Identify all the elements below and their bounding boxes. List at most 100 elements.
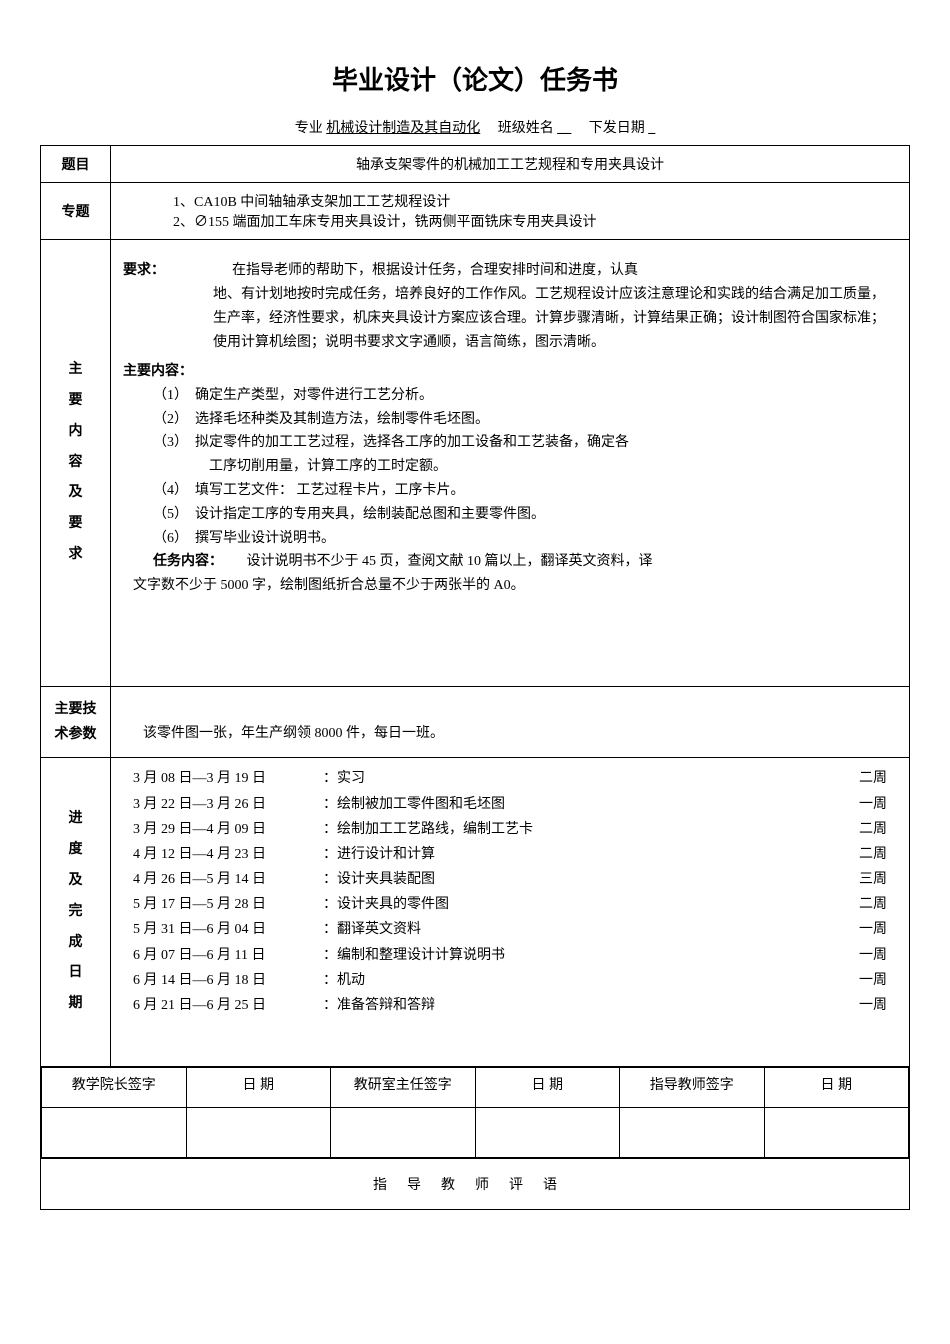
schedule-date: 6 月 14 日—6 月 18 日 <box>133 968 313 993</box>
task-text-cont: 文字数不少于 5000 字，绘制图纸折合总量不少于两张半的 A0。 <box>123 574 897 598</box>
parameters-label: 主要技术参数 <box>41 686 111 757</box>
schedule-task: ：实习 <box>313 766 837 791</box>
schedule-item: 6 月 14 日—6 月 18 日：机动一周 <box>123 968 897 993</box>
req-text-cont: 地、有计划地按时完成任务，培养良好的工作作风。工艺规程设计应该注意理论和实践的结… <box>123 283 897 354</box>
schedule-task: ：机动 <box>313 968 837 993</box>
schedule-item: 4 月 26 日—5 月 14 日：设计夹具装配图三周 <box>123 867 897 892</box>
subtopic-label: 专题 <box>41 183 111 240</box>
list-item: （5） 设计指定工序的专用夹具，绘制装配总图和主要零件图。 <box>153 503 897 527</box>
task-block: 任务内容： 设计说明书不少于 45 页，查阅文献 10 篇以上，翻译英文资料，译 <box>123 550 897 574</box>
schedule-duration: 二周 <box>837 892 887 917</box>
list-item: （1） 确定生产类型，对零件进行工艺分析。 <box>153 384 897 408</box>
list-item: （2） 选择毛坯种类及其制造方法，绘制零件毛坯图。 <box>153 408 897 432</box>
schedule-item: 3 月 22 日—3 月 26 日：绘制被加工零件图和毛坯图一周 <box>123 792 897 817</box>
schedule-task: ：绘制加工工艺路线，编制工艺卡 <box>313 817 837 842</box>
list-item: （4） 填写工艺文件： 工艺过程卡片，工序卡片。 <box>153 479 897 503</box>
schedule-duration: 一周 <box>837 968 887 993</box>
schedule-date: 4 月 12 日—4 月 23 日 <box>133 842 313 867</box>
schedule-duration: 一周 <box>837 792 887 817</box>
schedule-date: 5 月 31 日—6 月 04 日 <box>133 917 313 942</box>
sign-advisor-value <box>620 1108 765 1158</box>
topic-row: 题目 轴承支架零件的机械加工工艺规程和专用夹具设计 <box>41 146 910 183</box>
schedule-list: 3 月 08 日—3 月 19 日：实习二周3 月 22 日—3 月 26 日：… <box>123 766 897 1018</box>
date-label: 下发日期 <box>589 121 645 136</box>
schedule-item: 3 月 29 日—4 月 09 日：绘制加工工艺路线，编制工艺卡二周 <box>123 817 897 842</box>
schedule-date: 6 月 21 日—6 月 25 日 <box>133 993 313 1018</box>
topic-value: 轴承支架零件的机械加工工艺规程和专用夹具设计 <box>111 146 910 183</box>
requirement-block: 要求： 在指导老师的帮助下，根据设计任务，合理安排时间和进度，认真 <box>123 258 897 283</box>
list-item: （6） 撰写毕业设计说明书。 <box>153 527 897 551</box>
schedule-item: 4 月 12 日—4 月 23 日：进行设计和计算二周 <box>123 842 897 867</box>
sign-date2-value <box>475 1108 620 1158</box>
schedule-content: 3 月 08 日—3 月 19 日：实习二周3 月 22 日—3 月 26 日：… <box>111 758 910 1067</box>
schedule-date: 3 月 29 日—4 月 09 日 <box>133 817 313 842</box>
sign-dean-value <box>42 1108 187 1158</box>
schedule-item: 6 月 21 日—6 月 25 日：准备答辩和答辩一周 <box>123 993 897 1018</box>
schedule-task: ：准备答辩和答辩 <box>313 993 837 1018</box>
sign-date1-label: 日 期 <box>186 1068 331 1108</box>
comment-title-row: 指导教师评语 <box>41 1159 910 1210</box>
content-heading: 主要内容： <box>123 364 193 379</box>
requirements-content: 要求： 在指导老师的帮助下，根据设计任务，合理安排时间和进度，认真 地、有计划地… <box>111 240 910 687</box>
main-table: 题目 轴承支架零件的机械加工工艺规程和专用夹具设计 专题 1、CA10B 中间轴… <box>40 145 910 1210</box>
comment-title: 指导教师评语 <box>41 1159 910 1210</box>
schedule-task: ：进行设计和计算 <box>313 842 837 867</box>
parameters-text: 该零件图一张，年生产纲领 8000 件，每日一班。 <box>123 726 444 741</box>
schedule-item: 5 月 31 日—6 月 04 日：翻译英文资料一周 <box>123 917 897 942</box>
content-list: （1） 确定生产类型，对零件进行工艺分析。 （2） 选择毛坯种类及其制造方法，绘… <box>123 384 897 551</box>
subtopic-content: 1、CA10B 中间轴轴承支架加工工艺规程设计 2、∅155 端面加工车床专用夹… <box>111 183 910 240</box>
document-title: 毕业设计（论文）任务书 <box>40 60 910 97</box>
subtopic-line1: 1、CA10B 中间轴轴承支架加工工艺规程设计 <box>123 191 897 211</box>
schedule-date: 5 月 17 日—5 月 28 日 <box>133 892 313 917</box>
sign-dean-label: 教学院长签字 <box>42 1068 187 1108</box>
sign-office-label: 教研室主任签字 <box>331 1068 476 1108</box>
req-heading: 要求： <box>123 263 165 278</box>
schedule-item: 6 月 07 日—6 月 11 日：编制和整理设计计算说明书一周 <box>123 943 897 968</box>
class-label: 班级姓名 <box>498 121 554 136</box>
sign-date3-label: 日 期 <box>764 1068 909 1108</box>
schedule-task: ：绘制被加工零件图和毛坯图 <box>313 792 837 817</box>
schedule-duration: 二周 <box>837 842 887 867</box>
req-text-start: 在指导老师的帮助下，根据设计任务，合理安排时间和进度，认真 <box>232 263 638 278</box>
schedule-date: 4 月 26 日—5 月 14 日 <box>133 867 313 892</box>
schedule-duration: 三周 <box>837 867 887 892</box>
schedule-duration: 一周 <box>837 917 887 942</box>
sign-date3-value <box>764 1108 909 1158</box>
task-text-start: 设计说明书不少于 45 页，查阅文献 10 篇以上，翻译英文资料，译 <box>227 554 653 569</box>
sign-advisor-label: 指导教师签字 <box>620 1068 765 1108</box>
schedule-label: 进度及完成日期 <box>41 758 111 1067</box>
list-item: （3） 拟定零件的加工工艺过程，选择各工序的加工设备和工艺装备，确定各 <box>153 431 897 455</box>
parameters-content: 该零件图一张，年生产纲领 8000 件，每日一班。 <box>111 686 910 757</box>
schedule-task: ：编制和整理设计计算说明书 <box>313 943 837 968</box>
schedule-duration: 一周 <box>837 943 887 968</box>
schedule-task: ：翻译英文资料 <box>313 917 837 942</box>
schedule-duration: 二周 <box>837 766 887 791</box>
schedule-date: 6 月 07 日—6 月 11 日 <box>133 943 313 968</box>
schedule-item: 3 月 08 日—3 月 19 日：实习二周 <box>123 766 897 791</box>
schedule-item: 5 月 17 日—5 月 28 日：设计夹具的零件图二周 <box>123 892 897 917</box>
task-heading: 任务内容： <box>133 554 223 569</box>
schedule-task: ：设计夹具的零件图 <box>313 892 837 917</box>
class-value: __ <box>557 121 571 136</box>
subtopic-line2: 2、∅155 端面加工车床专用夹具设计，铣两侧平面铣床专用夹具设计 <box>123 211 897 231</box>
schedule-date: 3 月 22 日—3 月 26 日 <box>133 792 313 817</box>
major-value: 机械设计制造及其自动化 <box>326 121 480 136</box>
header-line: 专业 机械设计制造及其自动化 班级姓名 __ 下发日期 _ <box>40 117 910 137</box>
topic-label: 题目 <box>41 146 111 183</box>
major-label: 专业 <box>295 121 323 136</box>
requirements-label: 主要内容及要求 <box>41 240 111 687</box>
schedule-task: ：设计夹具装配图 <box>313 867 837 892</box>
sign-office-value <box>331 1108 476 1158</box>
schedule-duration: 二周 <box>837 817 887 842</box>
requirements-row: 主要内容及要求 要求： 在指导老师的帮助下，根据设计任务，合理安排时间和进度，认… <box>41 240 910 687</box>
content-heading-block: 主要内容： <box>123 359 897 384</box>
signature-empty-row <box>42 1108 909 1158</box>
schedule-date: 3 月 08 日—3 月 19 日 <box>133 766 313 791</box>
signature-table: 教学院长签字 日 期 教研室主任签字 日 期 指导教师签字 日 期 <box>41 1067 909 1158</box>
parameters-row: 主要技术参数 该零件图一张，年生产纲领 8000 件，每日一班。 <box>41 686 910 757</box>
sign-date2-label: 日 期 <box>475 1068 620 1108</box>
subtopic-row: 专题 1、CA10B 中间轴轴承支架加工工艺规程设计 2、∅155 端面加工车床… <box>41 183 910 240</box>
list-item-cont: 工序切削用量，计算工序的工时定额。 <box>153 455 897 479</box>
schedule-duration: 一周 <box>837 993 887 1018</box>
sign-date1-value <box>186 1108 331 1158</box>
